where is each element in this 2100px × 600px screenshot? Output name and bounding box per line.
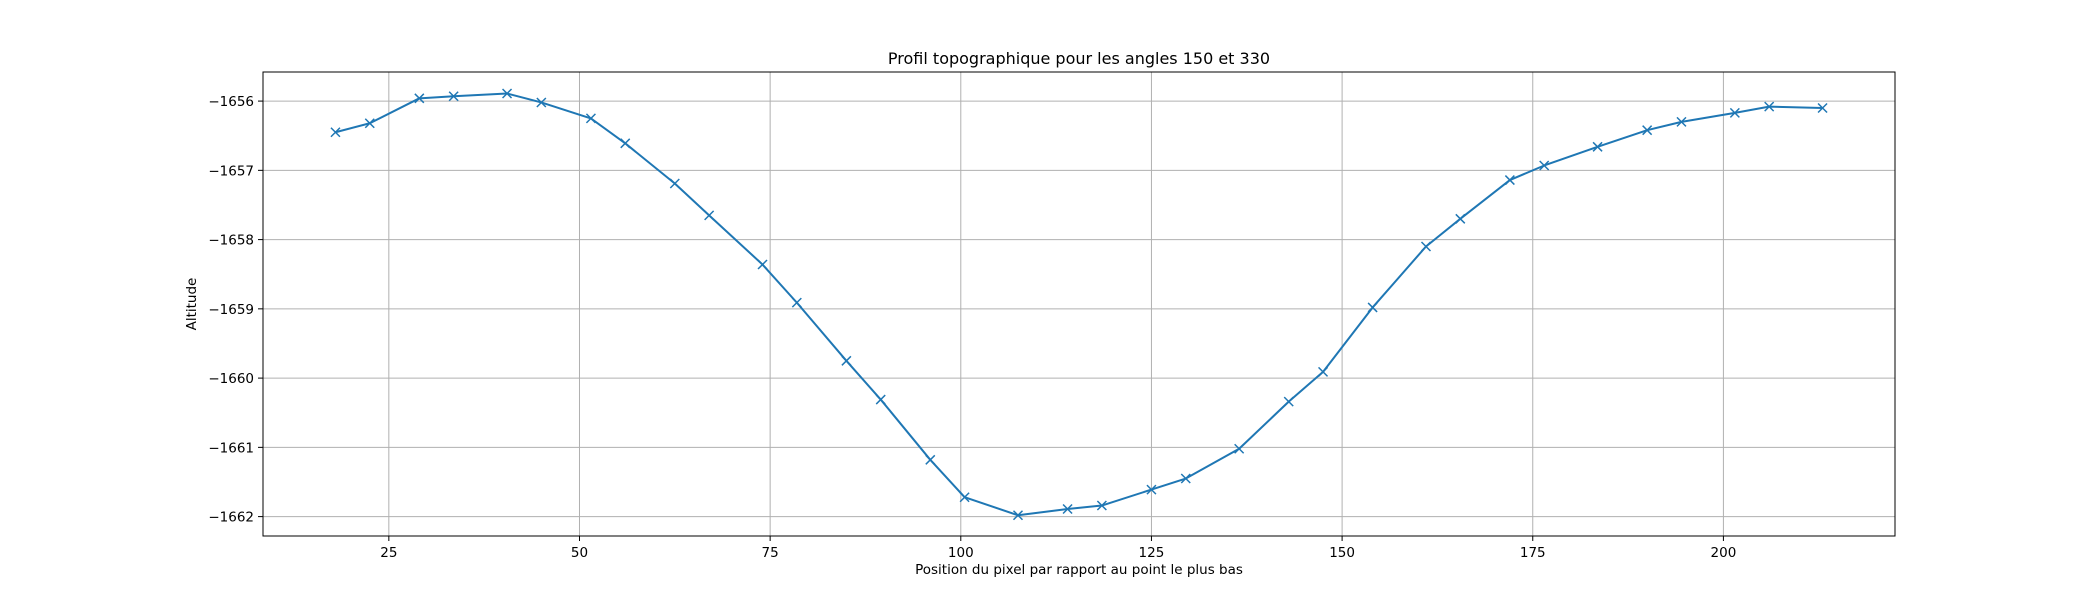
data-point-marker <box>585 113 596 124</box>
data-point-marker <box>1367 302 1378 313</box>
y-tick-label: −1661 <box>208 440 254 456</box>
y-axis-ticks: −1656 −1657 −1658 −1659 −1660 −1661 −1662 <box>208 94 263 526</box>
data-point-marker <box>1012 510 1024 521</box>
data-point-marker <box>448 91 459 102</box>
y-axis-label: Altitude <box>184 278 200 331</box>
data-point-marker <box>875 394 886 405</box>
data-point-marker <box>1504 175 1515 186</box>
data-point-marker <box>1318 366 1329 377</box>
plot-frame <box>262 71 1896 537</box>
data-point-marker <box>1283 396 1294 407</box>
x-tick-label: 125 <box>1139 545 1165 561</box>
data-point-marker <box>1420 241 1432 252</box>
x-tick-label: 175 <box>1520 545 1546 561</box>
data-point-marker <box>364 118 375 129</box>
data-point-marker <box>330 127 341 138</box>
x-tick-label: 100 <box>948 545 974 561</box>
x-tick-label: 200 <box>1711 545 1737 561</box>
data-point-marker <box>1146 484 1157 495</box>
data-point-marker <box>1729 107 1740 118</box>
x-axis-label: Position du pixel par rapport au point l… <box>915 562 1243 578</box>
data-point-marker <box>1539 160 1550 171</box>
data-point-marker <box>1642 125 1653 136</box>
data-point-marker <box>1592 141 1603 152</box>
x-axis-ticks: 25 50 75 100 125 150 175 200 <box>380 536 1736 561</box>
x-tick-label: 75 <box>762 545 779 561</box>
data-point-marker <box>791 297 802 308</box>
y-tick-label: −1662 <box>208 510 254 526</box>
x-tick-label: 150 <box>1329 545 1355 561</box>
data-point-marker <box>414 93 425 104</box>
data-point-marker <box>1676 116 1687 127</box>
data-point-marker <box>502 88 513 99</box>
y-tick-label: −1659 <box>208 302 254 318</box>
data-point-marker <box>669 178 680 189</box>
x-tick-label: 50 <box>571 545 588 561</box>
data-series <box>330 88 1828 521</box>
plot-area-background <box>263 72 1895 536</box>
data-point-marker <box>925 454 936 465</box>
y-tick-label: −1658 <box>208 233 254 249</box>
data-point-marker <box>1096 500 1107 511</box>
x-tick-label: 25 <box>380 545 397 561</box>
data-point-marker <box>1180 473 1191 484</box>
y-tick-label: −1656 <box>208 94 254 110</box>
data-point-marker <box>704 210 715 221</box>
data-point-marker <box>1062 503 1073 515</box>
data-point-marker <box>1455 213 1466 224</box>
data-point-marker <box>536 97 547 108</box>
chart-title: Profil topographique pour les angles 150… <box>888 49 1270 68</box>
data-point-marker <box>959 492 970 503</box>
data-point-marker <box>1817 102 1828 114</box>
data-point-marker <box>841 355 852 366</box>
data-point-marker <box>620 138 631 149</box>
y-tick-label: −1657 <box>208 163 254 179</box>
data-point-marker <box>1234 443 1245 454</box>
data-point-marker <box>1764 101 1775 112</box>
y-tick-label: −1660 <box>208 371 254 387</box>
data-point-marker <box>757 259 768 270</box>
